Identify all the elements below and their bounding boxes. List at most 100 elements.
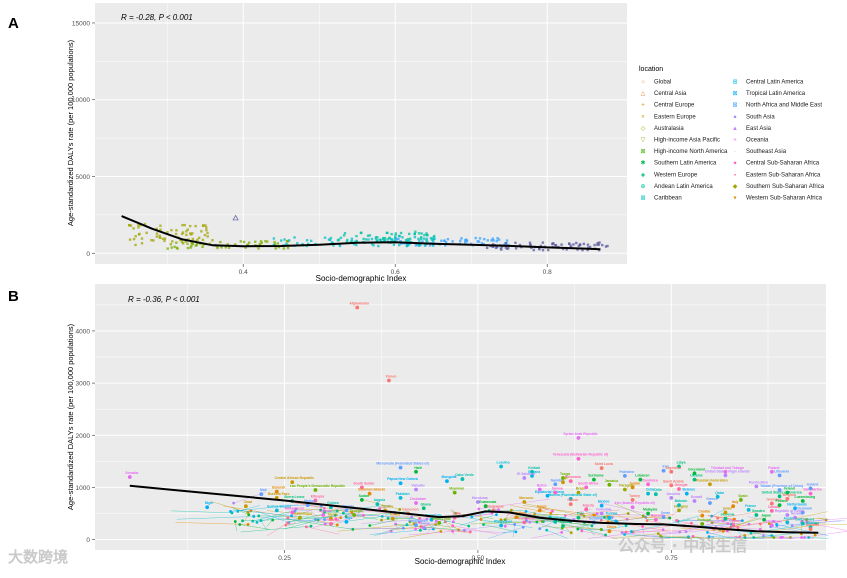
panel-b-data-point — [570, 531, 573, 534]
panel-b-data-point — [708, 482, 712, 486]
panel-a-data-point — [572, 243, 574, 245]
panel-b-data-point — [398, 508, 401, 511]
panel-b-country-label: Palestine — [619, 470, 634, 474]
panel-a-data-point — [426, 234, 428, 236]
panel-b-country-label: Mongolia — [442, 475, 457, 479]
panel-b-data-point — [538, 527, 541, 530]
panel-b-data-point — [422, 526, 426, 530]
panel-b-data-point — [646, 512, 650, 516]
panel-a-data-point — [418, 232, 420, 234]
panel-b-data-point — [513, 523, 516, 526]
panel-b-data-point — [380, 519, 383, 522]
panel-b-data-point — [781, 536, 784, 539]
panel-b-country-label: China — [607, 525, 617, 529]
panel-b-data-point — [522, 500, 526, 504]
panel-a-data-point — [360, 232, 362, 234]
panel-a-data-point — [205, 226, 207, 228]
panel-a-data-point — [417, 238, 419, 240]
panel-a-data-point — [593, 244, 595, 246]
panel-b-data-point — [256, 521, 259, 524]
panel-b-data-point — [770, 509, 774, 513]
panel-a-data-point — [344, 232, 346, 234]
panel-a-data-point — [365, 238, 367, 240]
panel-a-data-point — [277, 242, 279, 244]
panel-a-data-point — [248, 242, 250, 244]
panel-b-country-label: Pakistan — [396, 492, 410, 496]
panel-a-data-point — [185, 234, 187, 236]
panel-b-data-point — [345, 508, 349, 512]
panel-a-data-point — [346, 239, 348, 241]
panel-a-data-point — [287, 247, 289, 249]
panel-b-country-label: Taiwan (Province of China) — [760, 484, 803, 488]
panel-a-data-point — [464, 241, 466, 243]
panel-b-data-point — [716, 495, 720, 499]
panel-b-data-point — [731, 523, 735, 527]
legend-item-label: Central Europe — [654, 103, 695, 109]
panel-b-country-label: Slovenia — [720, 513, 734, 517]
panel-b-country-label: Sweden — [752, 509, 765, 513]
legend-item-label: Southeast Asia — [746, 149, 787, 155]
panel-b-data-point — [669, 496, 673, 500]
panel-a-data-point — [492, 239, 494, 241]
panel-a-data-point — [386, 232, 388, 234]
panel-b-country-label: Lesotho — [497, 461, 510, 465]
panel-a-data-point — [192, 243, 194, 245]
panel-b-data-point — [387, 379, 391, 383]
legend-symbol: ▲ — [732, 126, 738, 132]
panel-a-data-point — [181, 233, 183, 235]
panel-a-data-point — [288, 239, 290, 241]
panel-b-country-label: Spain — [738, 494, 747, 498]
panel-a-data-point — [211, 239, 213, 241]
panel-b-data-point — [741, 519, 744, 522]
panel-a-data-point — [156, 232, 158, 234]
panel-a-data-point — [205, 229, 207, 231]
panel-b-data-point — [244, 504, 248, 508]
panel-a-data-point — [207, 235, 209, 237]
panel-b-data-point — [247, 523, 250, 526]
panel-a-data-point — [538, 248, 540, 250]
panel-b-country-label: Vanuatu — [411, 483, 424, 487]
panel-b-country-label: Cabo Verde — [455, 473, 474, 477]
legend: location ○Global△Central Asia+Central Eu… — [639, 66, 825, 202]
panel-a-data-point — [447, 238, 449, 240]
panel-b-country-label: Ecuador — [589, 516, 603, 520]
panel-b-data-point — [422, 506, 426, 510]
panel-b-data-point — [577, 457, 581, 461]
panel-a-data-point — [257, 247, 259, 249]
panel-a-data-point — [324, 237, 326, 239]
panel-b-data-point — [128, 475, 132, 479]
legend-item-label: Australasia — [654, 126, 684, 132]
panel-b-data-point — [625, 524, 628, 527]
panel-a-data-point — [171, 246, 173, 248]
panel-b-data-point — [236, 510, 239, 513]
panel-b-country-label: Tonga — [560, 472, 570, 476]
panel-b-data-point — [739, 498, 743, 502]
panel-b-country-label: Mali — [260, 488, 267, 492]
panel-b-data-point — [778, 474, 782, 478]
legend-symbol: ▽ — [641, 138, 646, 144]
panel-b-y-tick-label: 3000 — [76, 381, 91, 388]
panel-b-country-label: Afghanistan — [349, 301, 369, 305]
watermark-left: 大数跨境 — [8, 546, 68, 567]
panel-b-country-label: Malaysia — [643, 507, 657, 511]
panel-a-data-point — [432, 240, 434, 242]
legend-item-label: East Asia — [746, 126, 772, 132]
panel-a-data-point — [134, 244, 136, 246]
panel-b-data-point — [778, 488, 782, 492]
panel-a-data-point — [138, 233, 140, 235]
panel-b-data-point — [453, 491, 457, 495]
panel-b-data-point — [754, 513, 758, 517]
panel-b-data-point — [693, 499, 697, 503]
panel-a-data-point — [362, 238, 364, 240]
panel-b-data-point — [608, 483, 612, 487]
panel-a-data-point — [505, 242, 507, 244]
panel-a-data-point — [486, 247, 488, 249]
panel-b-data-point — [351, 528, 354, 531]
panel-a-data-point — [440, 240, 442, 242]
panel-b-data-point — [553, 482, 557, 486]
panel-a-data-point — [500, 247, 502, 249]
panel-b-data-point — [445, 479, 449, 483]
panel-b-country-label: Philippines — [494, 519, 512, 523]
panel-a-data-point — [533, 249, 535, 251]
